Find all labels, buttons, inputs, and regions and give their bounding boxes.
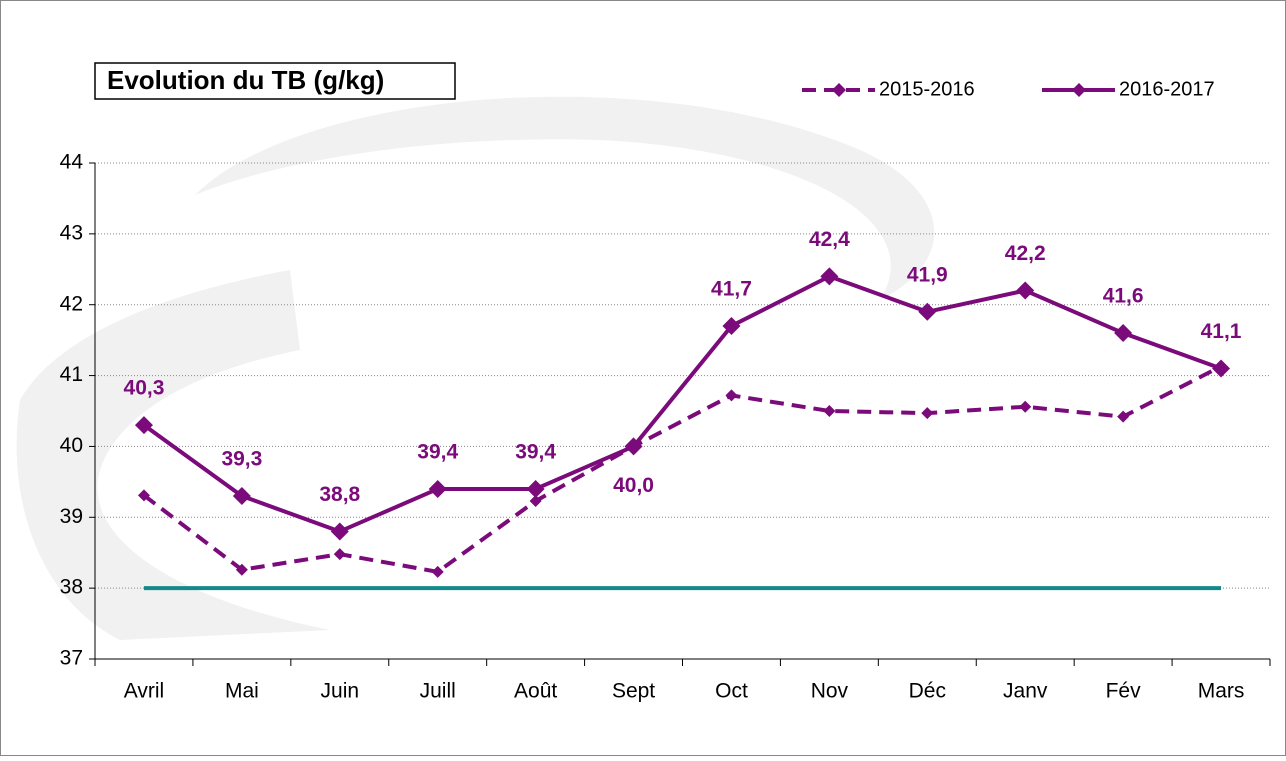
data-label: 41,9 bbox=[907, 263, 948, 286]
data-label: 41,7 bbox=[711, 278, 752, 301]
data-label: 38,8 bbox=[319, 483, 360, 506]
x-tick-label: Avril bbox=[124, 680, 164, 703]
data-label: 41,1 bbox=[1201, 320, 1242, 343]
y-tick-label: 38 bbox=[60, 576, 83, 599]
data-label: 40,0 bbox=[613, 474, 654, 497]
y-tick-label: 37 bbox=[60, 647, 83, 670]
data-label: 39,3 bbox=[221, 448, 262, 471]
legend-label: 2016-2017 bbox=[1119, 78, 1215, 100]
y-tick-label: 44 bbox=[60, 151, 84, 174]
chart-title: Evolution du TB (g/kg) bbox=[107, 65, 384, 95]
data-label: 42,2 bbox=[1005, 242, 1046, 265]
y-tick-label: 43 bbox=[60, 221, 83, 244]
data-label: 42,4 bbox=[809, 228, 850, 251]
x-tick-label: Mars bbox=[1198, 680, 1245, 703]
x-tick-label: Fév bbox=[1106, 680, 1142, 703]
y-tick-label: 41 bbox=[60, 363, 83, 386]
y-tick-label: 40 bbox=[60, 434, 83, 457]
x-tick-label: Août bbox=[514, 680, 557, 703]
x-tick-label: Juill bbox=[420, 680, 456, 703]
y-tick-label: 39 bbox=[60, 505, 83, 528]
x-tick-label: Oct bbox=[715, 680, 748, 703]
data-label: 40,3 bbox=[124, 377, 165, 400]
x-tick-label: Sept bbox=[612, 680, 655, 703]
x-tick-label: Janv bbox=[1003, 680, 1048, 703]
data-label: 39,4 bbox=[417, 440, 458, 463]
x-tick-label: Déc bbox=[909, 680, 946, 703]
y-tick-label: 42 bbox=[60, 292, 83, 315]
x-tick-label: Mai bbox=[225, 680, 259, 703]
legend-label: 2015-2016 bbox=[879, 78, 975, 100]
x-tick-label: Juin bbox=[321, 680, 360, 703]
x-tick-label: Nov bbox=[811, 680, 849, 703]
data-label: 41,6 bbox=[1103, 285, 1144, 308]
chart: Evolution du TB (g/kg) 37 38 39 40 41 42 43 44 A… bbox=[0, 0, 1286, 756]
data-label: 39,4 bbox=[515, 440, 556, 463]
